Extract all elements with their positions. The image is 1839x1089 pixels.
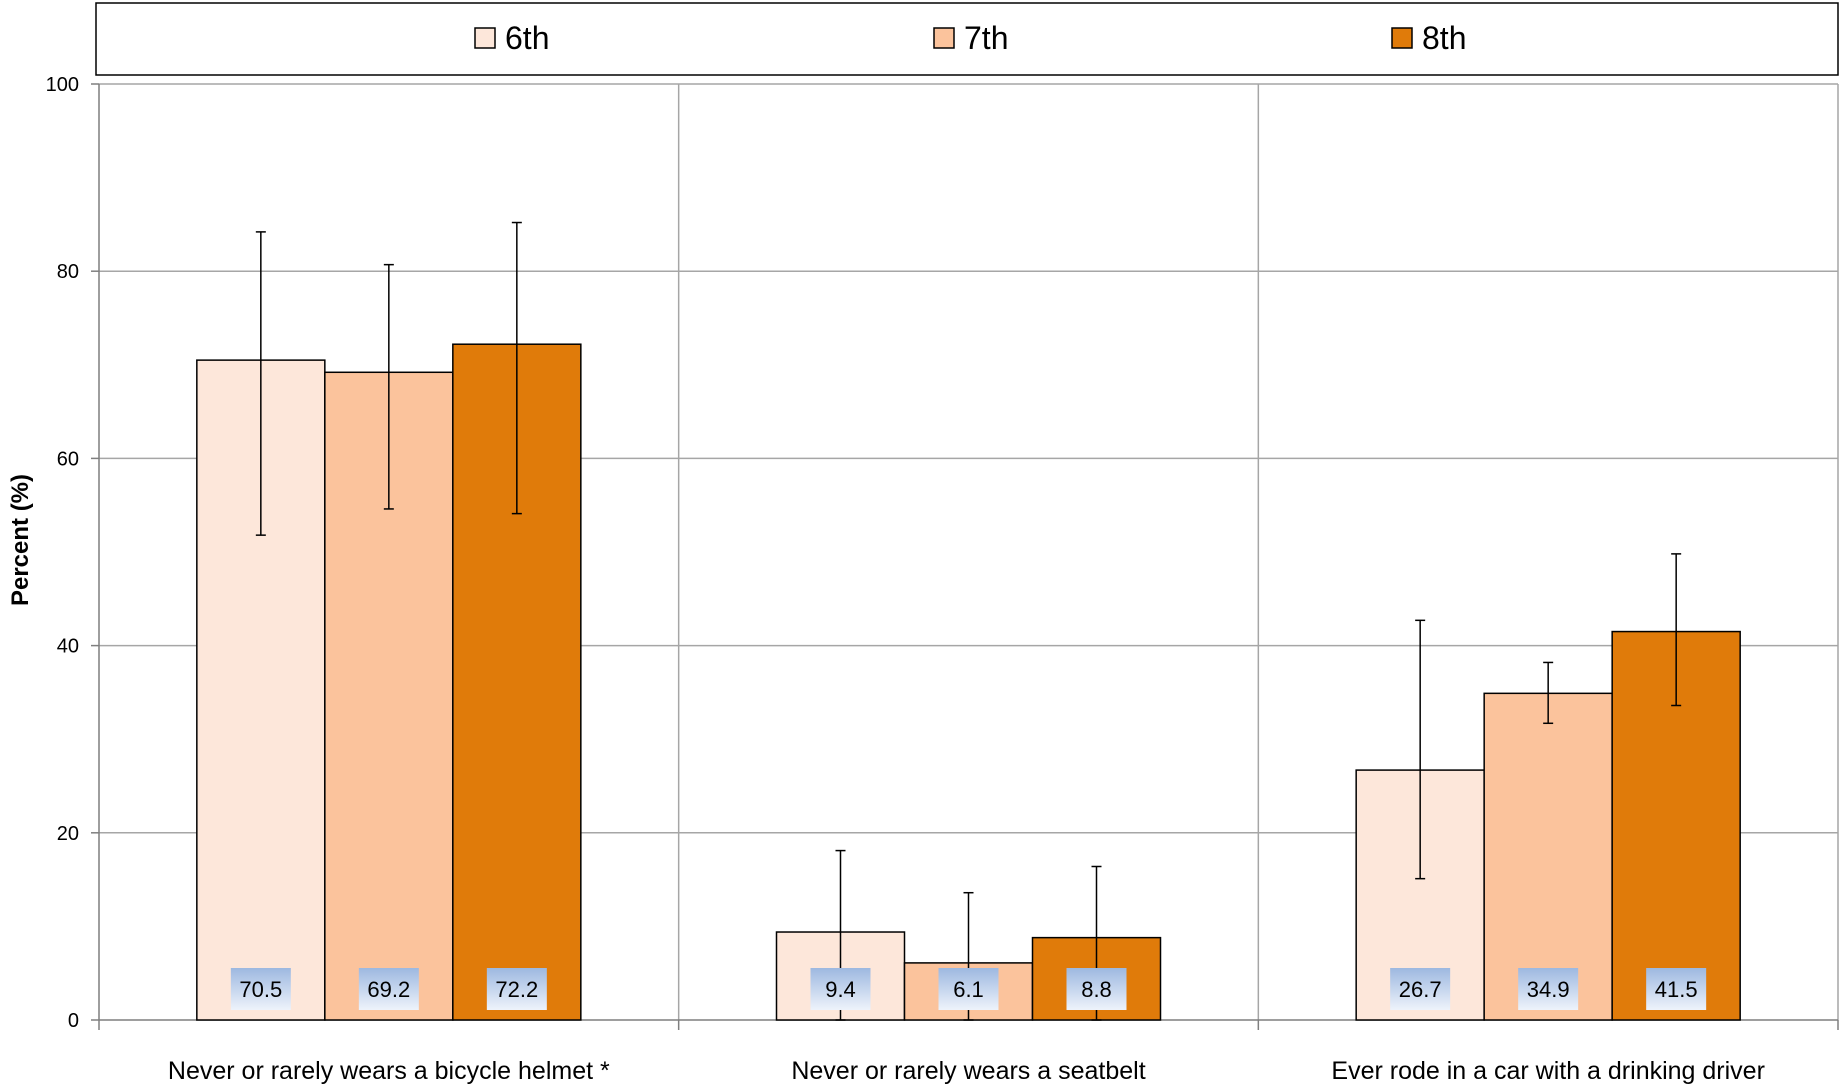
data-label-box <box>1066 968 1127 1010</box>
data-label: 34.9 <box>1527 977 1570 1002</box>
data-label-box <box>938 968 999 1010</box>
error-bars <box>255 221 1682 1021</box>
y-tick-label: 40 <box>57 636 79 658</box>
legend-label: 6th <box>505 20 549 56</box>
data-label: 26.7 <box>1399 977 1442 1002</box>
data-label: 70.5 <box>239 977 282 1002</box>
axes: 0 20 40 60 80 100 Never or rarely wears a bicy… <box>46 74 1839 1085</box>
category-label: Never or rarely wears a seatbelt <box>791 1057 1145 1085</box>
data-label-box <box>486 968 547 1010</box>
legend-swatch <box>1391 27 1413 49</box>
legend-label: 7th <box>964 20 1008 56</box>
data-label: 9.4 <box>825 977 856 1002</box>
y-tick-label: 100 <box>46 74 79 96</box>
data-label-box <box>810 968 871 1010</box>
category-label: Ever rode in a car with a drinking drive… <box>1331 1057 1765 1085</box>
legend-label: 8th <box>1422 20 1466 56</box>
data-label-box <box>1646 968 1707 1010</box>
y-tick-label: 0 <box>68 1010 79 1032</box>
legend-swatch <box>474 27 496 49</box>
data-label: 69.2 <box>367 977 410 1002</box>
data-labels: 70.5 69.2 72.2 9.4 6.1 8.8 26.7 34.9 41.5 <box>230 968 1707 1010</box>
legend-box <box>95 2 1839 76</box>
y-axis-label: Percent (%) <box>7 474 34 606</box>
y-tick-label: 80 <box>57 261 79 283</box>
data-label: 8.8 <box>1081 977 1112 1002</box>
y-tick-label: 20 <box>57 823 79 845</box>
data-label-box <box>230 968 291 1010</box>
bar <box>1483 692 1613 1021</box>
data-label: 6.1 <box>953 977 984 1002</box>
data-label: 41.5 <box>1655 977 1698 1002</box>
legend-swatch <box>933 27 955 49</box>
legend: 6th 7th 8th <box>95 2 1839 76</box>
data-label-box <box>1518 968 1579 1010</box>
data-label-box <box>358 968 419 1010</box>
y-tick-label: 60 <box>57 448 79 470</box>
data-label: 72.2 <box>495 977 538 1002</box>
data-label-box <box>1390 968 1451 1010</box>
category-label: Never or rarely wears a bicycle helmet * <box>168 1057 610 1085</box>
